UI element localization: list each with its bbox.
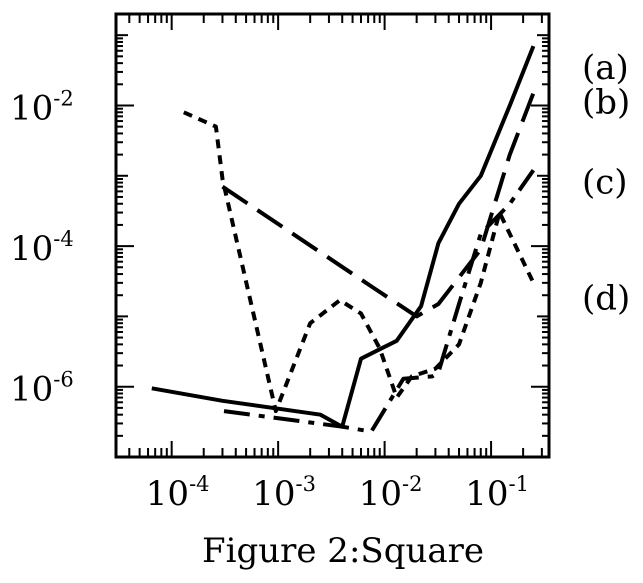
figure-caption: Figure 2:Square: [202, 531, 484, 571]
series-line-b: [221, 92, 536, 319]
y-tick-labels: 10-6 10-4 10-2: [10, 86, 74, 409]
y-tick-label: 10-6: [10, 368, 74, 410]
series-line-c: [223, 169, 536, 434]
x-tick-label: 10-3: [252, 472, 316, 514]
x-tick-label: 10-2: [359, 472, 423, 514]
series-label-d: (d): [582, 278, 630, 318]
y-tick-label: 10-4: [10, 227, 74, 269]
x-tick-label: 10-1: [465, 472, 529, 514]
series-label-c: (c): [582, 163, 628, 203]
plot-series: [151, 45, 536, 434]
plot-frame: [114, 12, 551, 459]
x-tick-labels: 10-4 10-3 10-2 10-1: [146, 472, 529, 514]
series-labels: (a)(b) (c) (d): [582, 48, 630, 318]
series-label-b: (b): [582, 83, 630, 123]
series-line-a: [151, 45, 536, 429]
series-line-d: [182, 110, 536, 414]
series-label-a: (a): [582, 48, 629, 88]
x-tick-label: 10-4: [146, 472, 210, 514]
y-tick-label: 10-2: [10, 86, 74, 128]
